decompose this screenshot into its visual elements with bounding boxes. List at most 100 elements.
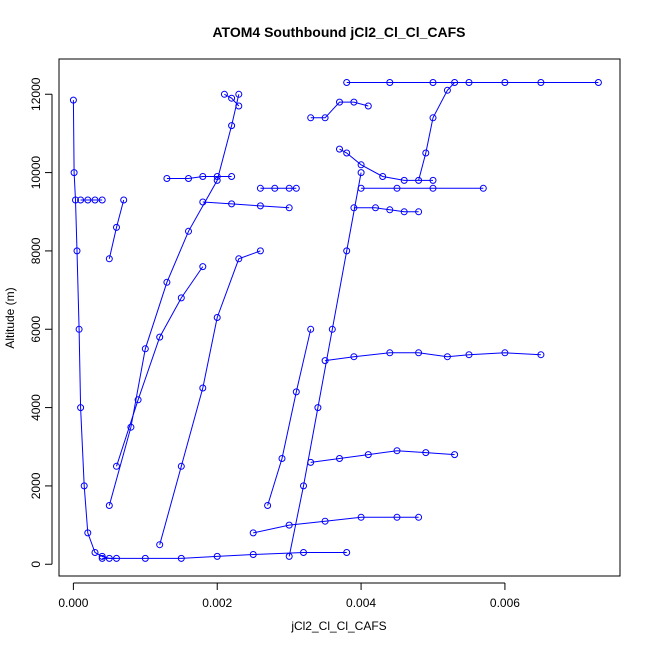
data-series: [357, 184, 487, 192]
data-point: [350, 98, 358, 106]
data-series: [307, 98, 372, 122]
data-point: [415, 349, 423, 357]
data-series: [98, 549, 351, 562]
data-point: [429, 184, 437, 192]
y-tick-label: 0: [29, 561, 43, 568]
data-point: [105, 502, 113, 509]
data-point: [228, 200, 236, 208]
data-point: [386, 79, 394, 86]
x-tick-label: 0.006: [490, 596, 520, 610]
data-point: [271, 184, 279, 192]
data-point: [213, 314, 221, 321]
data-point: [350, 353, 358, 361]
series-line: [325, 352, 541, 362]
data-point: [415, 513, 423, 521]
data-point: [321, 114, 329, 122]
series-line: [159, 250, 261, 545]
data-point: [379, 173, 387, 180]
data-point: [98, 196, 106, 204]
data-point: [292, 388, 300, 396]
data-point: [415, 208, 423, 216]
plot-frame: [58, 58, 621, 577]
data-point: [343, 549, 351, 556]
data-point: [443, 353, 451, 361]
data-point: [343, 79, 351, 86]
data-point: [77, 404, 85, 412]
x-axis-label: jCl2_Cl_Cl_CAFS: [290, 619, 386, 633]
data-point: [292, 184, 300, 192]
data-point: [199, 263, 207, 271]
data-point: [465, 351, 473, 359]
series-line: [102, 552, 347, 559]
data-point: [84, 196, 92, 204]
data-point: [314, 404, 322, 412]
data-point: [451, 451, 459, 459]
data-point: [285, 204, 293, 212]
data-point: [228, 122, 236, 130]
data-point: [429, 79, 437, 86]
data-point: [113, 223, 120, 231]
data-point: [479, 184, 487, 192]
data-point: [415, 176, 423, 184]
data-series: [336, 145, 437, 184]
data-point: [364, 451, 372, 459]
y-tick-label: 12000: [29, 77, 43, 111]
data-point: [393, 447, 401, 455]
y-tick-label: 6000: [29, 316, 43, 343]
data-point: [235, 90, 243, 98]
data-series: [220, 90, 243, 110]
series-line: [253, 516, 419, 534]
series-line: [418, 82, 455, 181]
data-point: [163, 278, 171, 286]
data-point: [357, 161, 365, 169]
data-point: [177, 554, 185, 562]
data-point: [285, 184, 293, 192]
data-point: [300, 549, 307, 556]
data-point: [386, 206, 394, 214]
data-series: [343, 79, 602, 86]
series-line: [288, 172, 362, 557]
data-point: [120, 196, 128, 204]
data-point: [256, 247, 264, 255]
data-point: [185, 175, 192, 182]
data-point: [386, 349, 394, 357]
data-point: [199, 384, 207, 392]
data-point: [177, 294, 185, 302]
data-point: [343, 247, 351, 255]
data-point: [69, 96, 77, 104]
data-series: [113, 263, 207, 470]
data-point: [199, 198, 207, 206]
data-point: [134, 396, 142, 404]
data-point: [307, 114, 315, 122]
data-point: [249, 551, 257, 558]
y-axis-label: Altitude (m): [3, 287, 17, 348]
data-point: [235, 102, 243, 110]
x-axis: 0.000 0.002 0.004 0.006: [58, 582, 520, 610]
data-series: [307, 447, 459, 466]
data-point: [105, 255, 113, 263]
data-point: [220, 90, 228, 98]
data-point: [422, 149, 430, 157]
data-point: [70, 169, 78, 177]
y-axis: 0 2000 4000 6000 8000 10000 12000: [29, 77, 53, 568]
data-point: [594, 79, 602, 86]
data-point: [98, 552, 106, 560]
data-point: [300, 482, 307, 490]
plot-area: [69, 79, 602, 562]
data-point: [75, 325, 83, 333]
data-point: [285, 521, 293, 529]
data-point: [307, 458, 315, 466]
data-point: [501, 79, 509, 86]
data-point: [91, 549, 99, 556]
data-point: [235, 255, 243, 263]
series-line: [72, 100, 117, 559]
series-line: [166, 176, 232, 179]
data-point: [256, 202, 264, 210]
data-point: [127, 423, 135, 431]
x-tick-label: 0.002: [202, 596, 232, 610]
data-point: [72, 196, 79, 204]
data-series: [156, 247, 264, 549]
data-point: [141, 345, 149, 353]
